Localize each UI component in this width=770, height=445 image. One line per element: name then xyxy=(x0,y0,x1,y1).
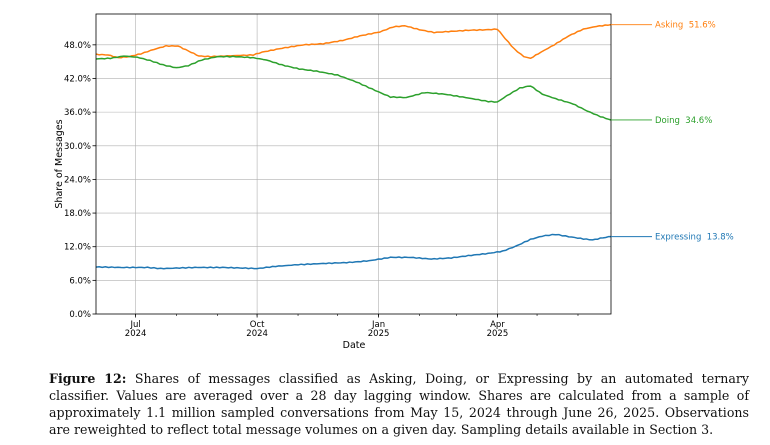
x-tick-label: Apr xyxy=(490,320,505,330)
y-tick-label: 0.0% xyxy=(69,310,91,320)
series-lines xyxy=(95,23,612,270)
end-label-doing: Doing 34.6% xyxy=(655,116,712,126)
x-tick-year-label: 2025 xyxy=(368,329,390,339)
x-axis-label: Date xyxy=(343,340,366,351)
end-label-asking: Asking 51.6% xyxy=(655,21,716,31)
y-tick-label: 42.0% xyxy=(64,74,91,84)
y-tick-label: 12.0% xyxy=(64,243,91,253)
y-tick-label: 48.0% xyxy=(64,41,91,51)
x-tick-label: Jan xyxy=(371,320,385,330)
grid-lines xyxy=(96,14,611,314)
series-line-doing xyxy=(95,55,612,121)
caption-label: Figure 12: xyxy=(49,371,127,386)
series-line-asking xyxy=(95,23,612,60)
series-end-labels: Asking 51.6% Doing 34.6% Expressing 13.8% xyxy=(611,21,734,243)
y-tick-label: 18.0% xyxy=(64,209,91,219)
plot-area-frame xyxy=(95,13,612,315)
x-tick-year-label: 2025 xyxy=(487,329,509,339)
figure-caption: Figure 12: Shares of messages classified… xyxy=(49,370,749,438)
x-tick-year-label: 2024 xyxy=(125,329,147,339)
x-tick-label: Oct xyxy=(250,320,265,330)
series-line-expressing xyxy=(95,233,612,270)
end-label-expressing: Expressing 13.8% xyxy=(655,233,734,243)
y-tick-label: 36.0% xyxy=(64,108,91,118)
y-axis: 0.0% 6.0% 12.0% 18.0% 24.0% 30.0% 36.0% 42.0% 48… xyxy=(64,41,96,320)
x-tick-label: Jul xyxy=(129,320,140,330)
y-axis-label: Share of Messages xyxy=(54,119,65,208)
line-chart: 0.0% 6.0% 12.0% 18.0% 24.0% 30.0% 36.0% 42.0% 48… xyxy=(54,13,734,351)
y-tick-label: 30.0% xyxy=(64,142,91,152)
y-tick-label: 6.0% xyxy=(69,276,91,286)
caption-text: Shares of messages classified as Asking,… xyxy=(49,371,749,437)
x-tick-year-label: 2024 xyxy=(246,329,268,339)
y-tick-label: 24.0% xyxy=(64,175,91,185)
